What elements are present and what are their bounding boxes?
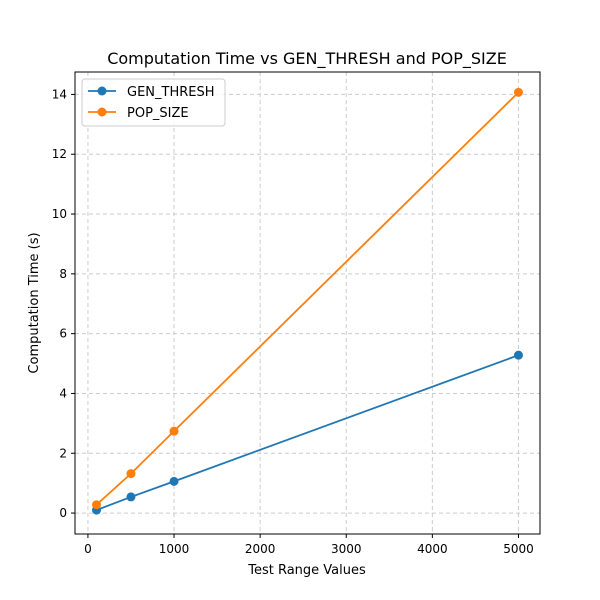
x-tick-label: 5000 xyxy=(503,542,534,556)
legend-frame xyxy=(81,78,226,127)
data-point-pop-size xyxy=(92,500,102,510)
series-line-pop-size xyxy=(95,91,520,506)
y-axis-label: Computation Time (s) xyxy=(27,232,42,373)
plot-area-frame xyxy=(74,71,541,535)
y-tick-label: 2 xyxy=(59,446,67,460)
data-point-pop-size xyxy=(513,87,523,97)
legend-label-gen-thresh: GEN_THRESH xyxy=(127,85,215,100)
y-tick-label: 4 xyxy=(59,386,67,400)
legend-marker-pop-size xyxy=(97,107,107,117)
x-tick-label: 2000 xyxy=(245,542,276,556)
series-line-gen-thresh xyxy=(96,354,519,511)
y-tick-label: 10 xyxy=(52,207,67,221)
x-tick-label: 1000 xyxy=(159,542,190,556)
chart-title: Computation Time vs GEN_THRESH and POP_S… xyxy=(107,49,507,69)
y-tick-label: 0 xyxy=(59,506,67,520)
y-tick-label: 6 xyxy=(59,327,67,341)
x-axis-label: Test Range Values xyxy=(247,563,366,578)
y-tick-label: 12 xyxy=(52,147,67,161)
data-point-pop-size xyxy=(169,426,179,436)
data-point-gen-thresh xyxy=(169,476,179,486)
x-tick-label: 3000 xyxy=(331,542,362,556)
x-tick-label: 4000 xyxy=(417,542,448,556)
y-tick-label: 8 xyxy=(59,267,67,281)
legend: GEN_THRESH POP_SIZE xyxy=(81,78,226,127)
data-point-pop-size xyxy=(126,469,136,479)
axis-ticks: 0 1000 2000 3000 4000 5000 0 2 4 6 8 10 12 14 xyxy=(52,87,534,556)
data-series xyxy=(92,87,523,515)
x-tick-label: 0 xyxy=(84,542,92,556)
legend-marker-gen-thresh xyxy=(97,86,107,96)
data-point-gen-thresh xyxy=(126,492,136,502)
data-point-gen-thresh xyxy=(513,350,523,360)
y-tick-label: 14 xyxy=(52,87,67,101)
legend-label-pop-size: POP_SIZE xyxy=(127,106,189,121)
